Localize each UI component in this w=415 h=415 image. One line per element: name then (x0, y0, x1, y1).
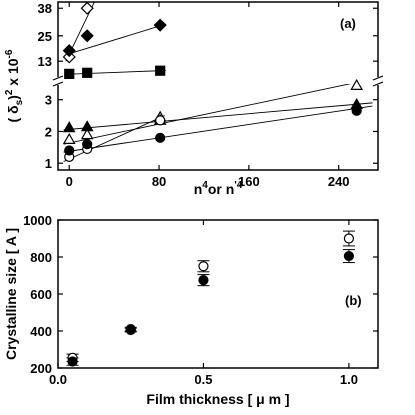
axis-break-mark (372, 75, 384, 81)
y-label-close: ) (5, 95, 21, 100)
data-point-filled-circle (67, 356, 78, 367)
data-point-open-circle (343, 233, 355, 244)
data-point-filled-square (64, 68, 75, 79)
y-tick-label: 800 (30, 250, 52, 265)
data-point-filled-square (155, 65, 166, 76)
x-tick-label: 240 (328, 174, 350, 189)
data-point-filled-circle (155, 132, 166, 143)
x-label-sup-2: '4 (234, 180, 242, 191)
data-point-filled-circle (82, 139, 93, 150)
y-tick-label: 25 (38, 29, 52, 44)
data-point-open-triangle (62, 132, 76, 144)
fit-line (63, 84, 352, 145)
data-point-filled-diamond (153, 18, 167, 32)
panel-a-marks: 0 80 160 240 13 25 38 1 2 3 (38, 1, 384, 189)
axis-break-left-gap (54, 77, 62, 85)
fit-line (65, 70, 166, 75)
y-tick-label: 600 (30, 287, 52, 302)
x-label-part-n: n (194, 181, 203, 197)
data-point-filled-triangle (62, 121, 76, 133)
y-tick-label: 2 (45, 124, 52, 139)
y-label-times: x 10 (5, 58, 21, 89)
data-point-filled-circle (343, 250, 355, 262)
x-tick-label: 80 (152, 174, 166, 189)
fit-line (63, 105, 373, 153)
y-label-sup-2: 2 (4, 89, 15, 95)
panel-a-y-axis-label: ( δs)2 x 10-6 (4, 49, 25, 122)
y-label-part-delta: ( δ (5, 105, 21, 122)
data-point-filled-square (82, 67, 93, 78)
data-point-open-circle (198, 261, 209, 272)
panel-b-marks: 0.0 0.5 1.0 200 400 600 800 1000 (23, 213, 378, 387)
data-point-filled-circle (351, 105, 362, 116)
data-point-filled-triangle (80, 120, 94, 132)
data-point-open-triangle (80, 128, 94, 140)
x-tick-label: 160 (238, 174, 260, 189)
fit-line (65, 23, 166, 56)
panel-a-label: (a) (340, 16, 356, 31)
fit-line (63, 115, 165, 163)
x-label-part-or: or n (208, 181, 234, 197)
panel-b-label: (b) (345, 293, 362, 308)
panel-b-y-axis-label: Crystalline size [ A ] (3, 228, 19, 360)
panel-a-frame (57, 1, 379, 171)
axis-break-mark (52, 75, 64, 81)
y-label-sup-exp: -6 (4, 49, 15, 58)
x-tick-label: 1.0 (340, 372, 358, 387)
data-point-filled-diamond (62, 44, 76, 58)
panel-b-frame (57, 219, 379, 369)
data-point-filled-circle (125, 324, 136, 335)
y-tick-label: 400 (30, 324, 52, 339)
y-tick-label: 200 (30, 361, 52, 376)
y-tick-label: 1000 (23, 213, 52, 228)
y-tick-label: 38 (38, 1, 52, 16)
y-label-sub-s: s (14, 99, 25, 105)
data-point-filled-diamond (80, 29, 94, 43)
x-label-sup-1: 4 (202, 180, 208, 191)
panel-b-x-axis-label: Film thickness [ μ m ] (146, 391, 289, 407)
axis-break-right-gap (374, 77, 382, 85)
panel-b: 0.0 0.5 1.0 200 400 600 800 1000 (b) Film thick… (3, 213, 379, 407)
y-tick-label: 3 (45, 93, 52, 108)
x-tick-label: 0.5 (194, 372, 212, 387)
data-point-open-circle (155, 115, 166, 126)
x-tick-label: 0.0 (49, 372, 67, 387)
data-point-open-diamond (80, 1, 94, 15)
panel-a-x-axis-label: n4or n'4 (194, 180, 243, 197)
data-point-open-triangle (350, 78, 364, 90)
fit-line (63, 102, 373, 131)
y-tick-label: 1 (45, 156, 52, 171)
data-point-filled-circle (198, 275, 209, 286)
axis-break-mark (52, 81, 64, 87)
axis-break-mark (372, 81, 384, 87)
data-point-filled-circle (64, 145, 75, 156)
y-tick-label: 13 (38, 54, 52, 69)
x-tick-label: 0 (66, 174, 73, 189)
